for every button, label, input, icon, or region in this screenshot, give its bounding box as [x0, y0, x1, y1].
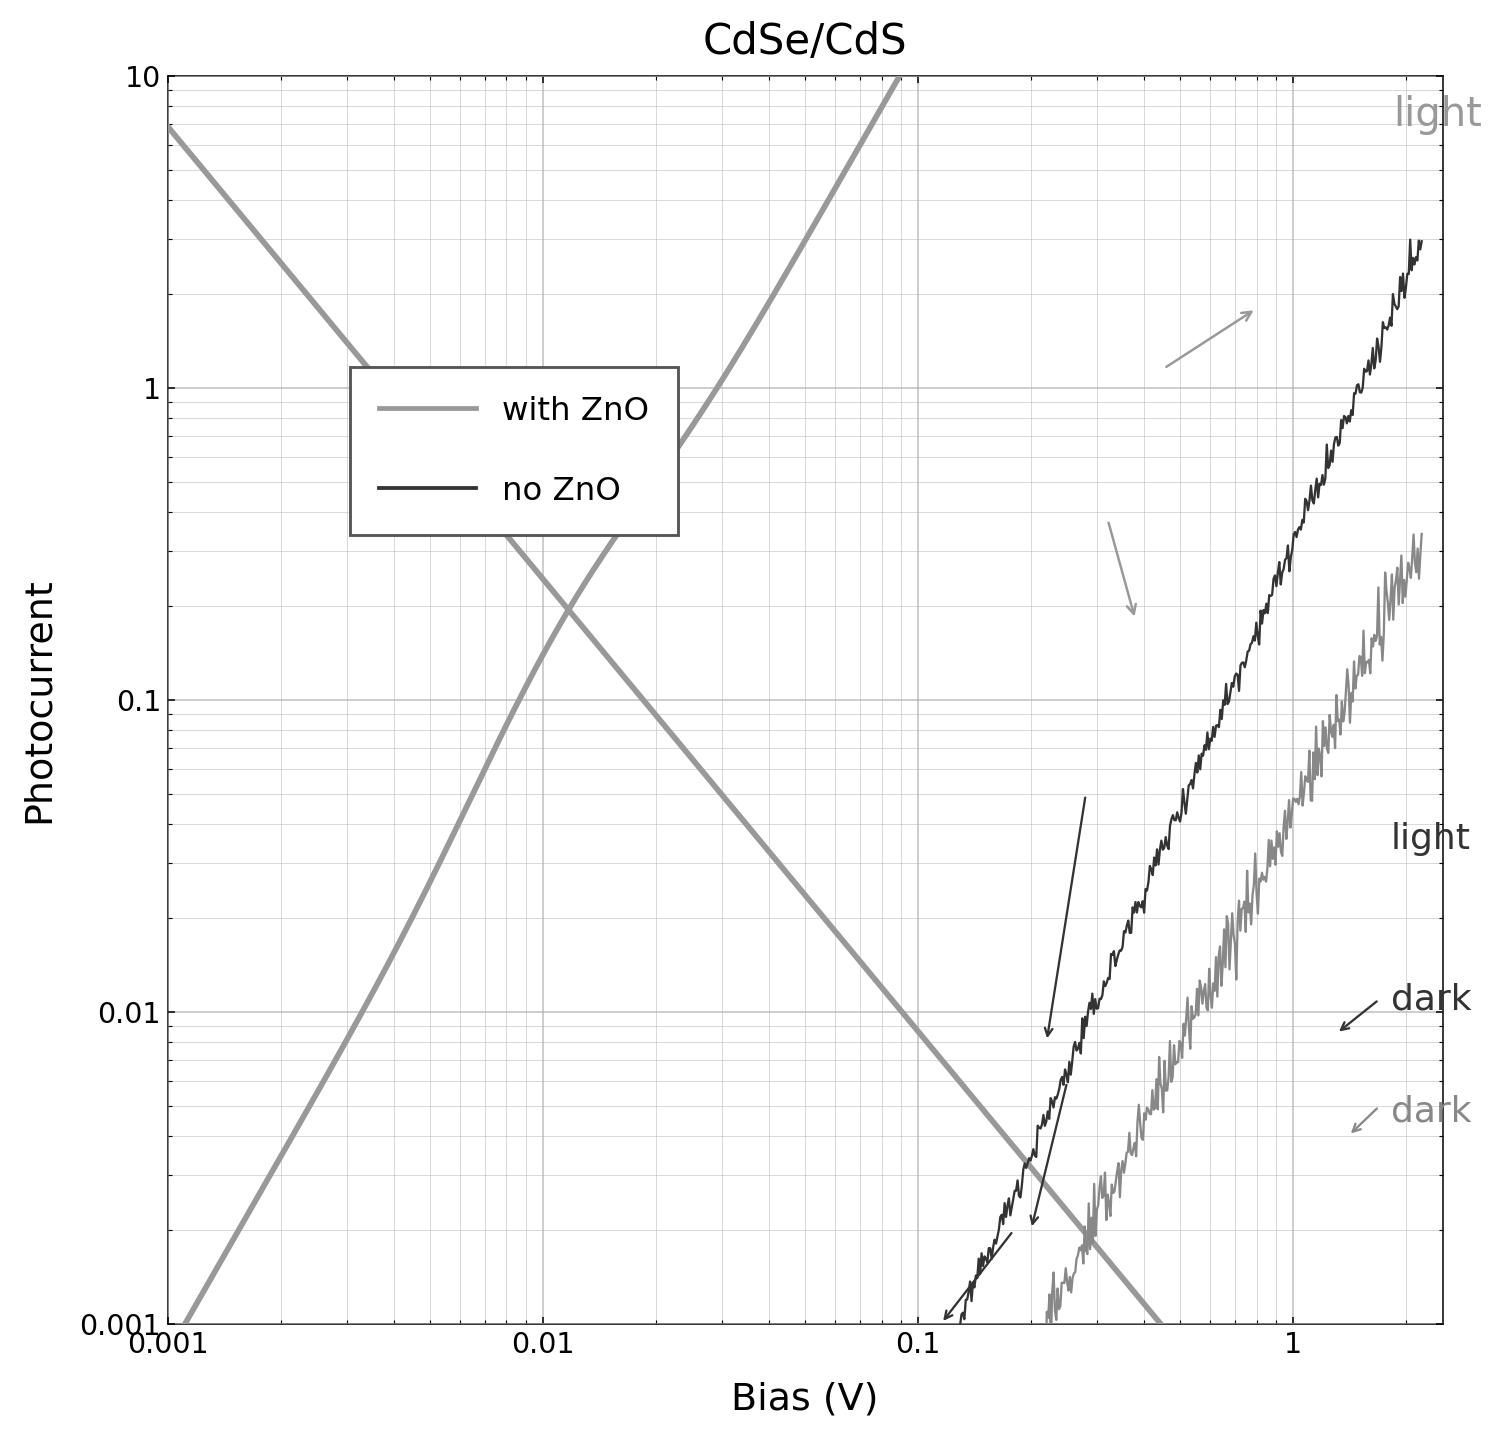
- Title: CdSe/CdS: CdSe/CdS: [702, 20, 907, 62]
- Text: light: light: [1394, 95, 1483, 135]
- Text: light: light: [1391, 821, 1471, 856]
- Legend: with ZnO, no ZnO: with ZnO, no ZnO: [350, 367, 678, 536]
- Y-axis label: Photocurrent: Photocurrent: [21, 577, 57, 823]
- Text: dark: dark: [1391, 1094, 1471, 1129]
- X-axis label: Bias (V): Bias (V): [731, 1382, 879, 1418]
- Text: dark: dark: [1391, 982, 1471, 1017]
